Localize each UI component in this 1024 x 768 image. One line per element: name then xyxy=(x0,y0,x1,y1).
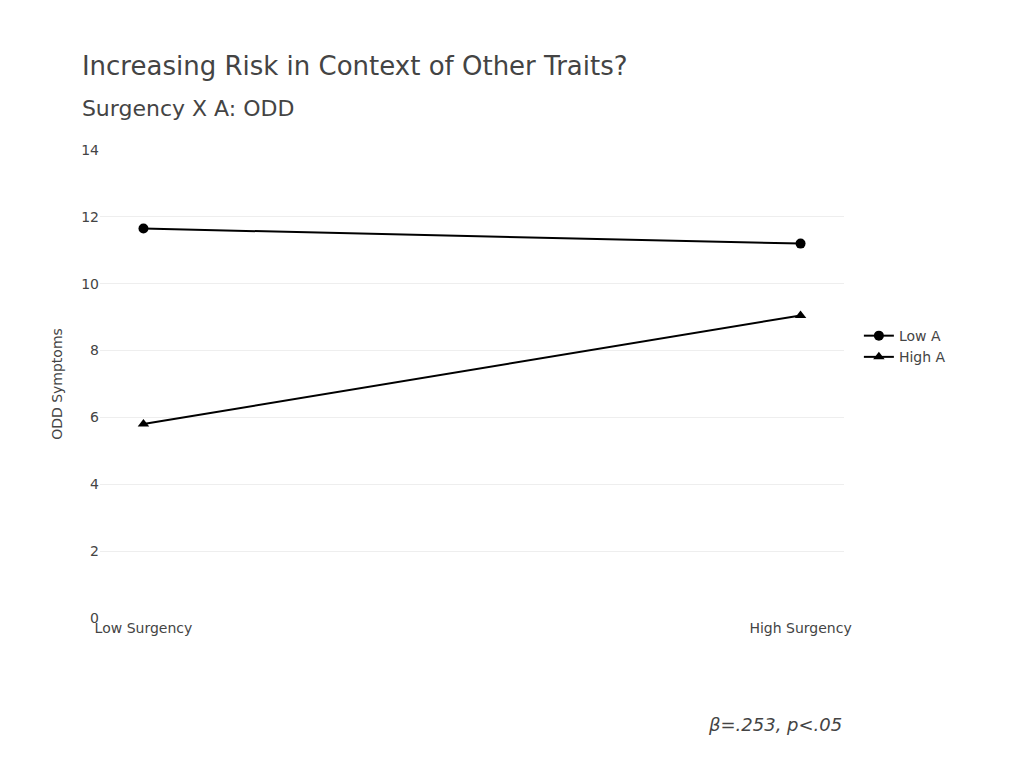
svg-text:12: 12 xyxy=(81,209,99,225)
svg-text:Low Surgency: Low Surgency xyxy=(95,620,193,636)
svg-text:High Surgency: High Surgency xyxy=(749,620,851,636)
svg-text:Surgency X A: ODD: Surgency X A: ODD xyxy=(82,96,294,121)
svg-text:4: 4 xyxy=(90,476,99,492)
svg-text:0: 0 xyxy=(90,610,99,626)
svg-text:8: 8 xyxy=(90,342,99,358)
svg-text:Increasing Risk in Context of: Increasing Risk in Context of Other Trai… xyxy=(82,51,628,81)
svg-text:10: 10 xyxy=(81,276,99,292)
svg-text:14: 14 xyxy=(81,142,99,158)
svg-text:Low A: Low A xyxy=(899,328,941,344)
svg-text:β=.253, p<.05: β=.253, p<.05 xyxy=(708,714,842,735)
svg-text:6: 6 xyxy=(90,409,99,425)
svg-text:ODD Symptoms: ODD Symptoms xyxy=(49,328,65,440)
svg-text:2: 2 xyxy=(90,543,99,559)
svg-text:High A: High A xyxy=(899,349,946,365)
